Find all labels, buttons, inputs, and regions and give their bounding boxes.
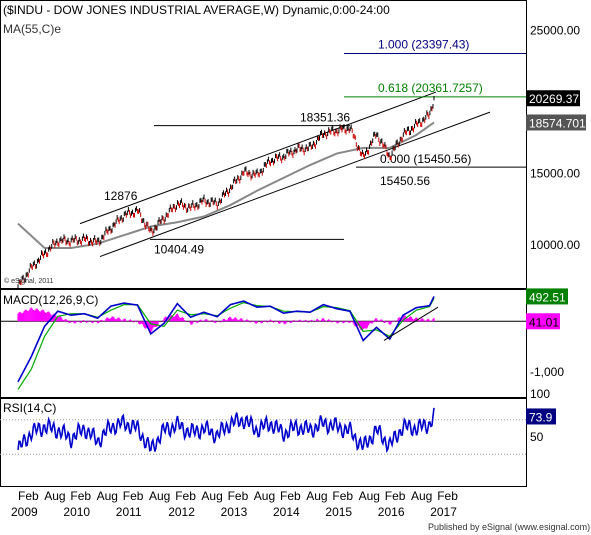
annotation-label: 0.000 (15450.56) bbox=[380, 152, 471, 166]
rsi-line bbox=[17, 407, 435, 454]
x-month-label: Feb bbox=[175, 489, 196, 503]
x-month-label: Feb bbox=[332, 489, 353, 503]
x-month-label: Aug bbox=[97, 489, 118, 503]
main-y-tick-label: 15000.00 bbox=[530, 167, 580, 181]
macd-value-label: 492.51 bbox=[529, 290, 566, 304]
copyright-text: © eSignal, 2011 bbox=[4, 277, 54, 285]
x-month-label: Aug bbox=[44, 489, 65, 503]
annotation-label: 18351.36 bbox=[300, 111, 350, 125]
rsi-y-tick-label: 50 bbox=[530, 430, 544, 444]
x-month-label: Aug bbox=[254, 489, 275, 503]
x-year-label: 2016 bbox=[378, 505, 405, 519]
x-axis: Feb Aug Feb Aug Feb Aug Feb Aug Feb Aug Feb Aug Feb A… bbox=[11, 489, 458, 519]
ma-price-label: 18574.701 bbox=[529, 116, 586, 130]
hist-value-box bbox=[526, 313, 560, 330]
chart-title: ($INDU - DOW JONES INDUSTRIAL AVERAGE,W)… bbox=[3, 3, 390, 17]
x-month-label: Feb bbox=[123, 489, 144, 503]
annotation-label: 10404.49 bbox=[154, 242, 204, 256]
main-y-tick-label: 25000.00 bbox=[530, 24, 580, 38]
macd-y-tick-label: -1,000 bbox=[530, 365, 564, 379]
x-year-label: 2013 bbox=[221, 505, 248, 519]
rsi-value-box bbox=[526, 408, 556, 425]
macd-trend-line bbox=[383, 306, 439, 341]
macd-panel: -1,000 492.51 41.01 bbox=[0, 288, 568, 390]
current-price-box bbox=[526, 90, 580, 107]
current-price-label: 20269.37 bbox=[529, 92, 579, 106]
x-month-label: Feb bbox=[437, 489, 458, 503]
x-month-label: Aug bbox=[306, 489, 327, 503]
annotation-label: 15450.56 bbox=[380, 174, 430, 188]
rsi-y-tick-label: 100 bbox=[530, 387, 550, 401]
rsi-panel-frame bbox=[0, 398, 527, 487]
ma-legend: MA(55,C)e bbox=[3, 22, 61, 36]
rsi-value-label: 73.9 bbox=[529, 410, 553, 424]
footer-text: Published by eSignal (www.esignal.com) bbox=[428, 522, 590, 532]
x-month-label: Feb bbox=[228, 489, 249, 503]
rsi-label: RSI(14,C) bbox=[3, 401, 56, 415]
x-month-label: Aug bbox=[411, 489, 432, 503]
lower-channel-line bbox=[99, 111, 491, 258]
annotation-label: 1.000 (23397.43) bbox=[378, 38, 469, 52]
x-month-label: Aug bbox=[201, 489, 222, 503]
x-month-label: Aug bbox=[149, 489, 170, 503]
x-year-label: 2012 bbox=[168, 505, 195, 519]
hist-value-label: 41.01 bbox=[529, 315, 559, 329]
x-year-label: 2010 bbox=[63, 505, 90, 519]
x-year-label: 2009 bbox=[11, 505, 38, 519]
x-month-label: Feb bbox=[385, 489, 406, 503]
annotation-label: 0.618 (20361.7257) bbox=[378, 81, 483, 95]
x-month-label: Aug bbox=[359, 489, 380, 503]
macd-line bbox=[17, 296, 435, 383]
x-year-label: 2011 bbox=[116, 505, 142, 519]
ma-price-box bbox=[526, 114, 586, 131]
x-month-label: Feb bbox=[70, 489, 91, 503]
rsi-panel: 100 50 73.9 bbox=[0, 387, 556, 455]
main-y-tick-label: 10000.00 bbox=[530, 238, 580, 252]
annotation-label: 12876 bbox=[104, 189, 138, 203]
x-month-label: Feb bbox=[18, 489, 39, 503]
macd-panel-frame bbox=[0, 289, 527, 398]
upper-channel-line bbox=[79, 91, 437, 225]
x-year-label: 2015 bbox=[325, 505, 352, 519]
x-month-label: Feb bbox=[280, 489, 301, 503]
macd-value-box bbox=[526, 288, 568, 305]
main-panel-frame bbox=[0, 0, 527, 289]
x-year-label: 2014 bbox=[273, 505, 300, 519]
x-year-label: 2017 bbox=[430, 505, 457, 519]
macd-label: MACD(12,26,9,C) bbox=[3, 293, 98, 307]
